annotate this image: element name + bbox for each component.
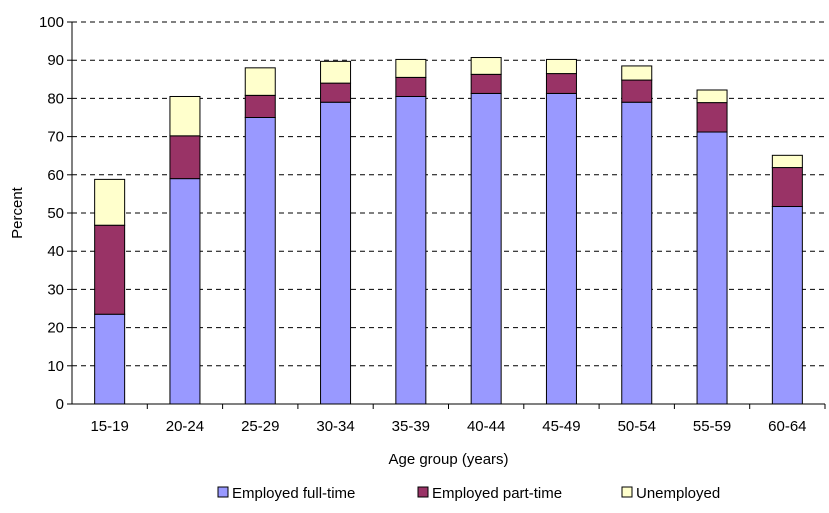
bar-segment xyxy=(621,79,653,103)
x-tick-label: 15-19 xyxy=(90,418,128,435)
x-tick-label: 50-54 xyxy=(618,418,656,435)
y-tick-label: 30 xyxy=(47,281,64,298)
bar-segment xyxy=(771,167,803,208)
bar-segment xyxy=(320,101,352,405)
x-tick-label: 35-39 xyxy=(392,418,430,435)
x-tick-label: 55-59 xyxy=(693,418,731,435)
bar-segment xyxy=(244,94,276,119)
x-tick-label: 45-49 xyxy=(542,418,580,435)
bar-segment xyxy=(621,101,653,405)
legend-label: Employed full-time xyxy=(232,485,355,502)
bar-segment xyxy=(169,95,201,137)
x-tick-label: 25-29 xyxy=(241,418,279,435)
bar-segment xyxy=(696,131,728,405)
y-tick-label: 90 xyxy=(47,52,64,69)
bar-segment xyxy=(320,82,352,103)
bars xyxy=(94,57,803,405)
legend-swatch xyxy=(417,486,429,498)
bar-segment xyxy=(395,95,427,405)
y-axis-title: Percent xyxy=(9,186,26,239)
bar-segment xyxy=(771,154,803,169)
y-tick-label: 10 xyxy=(47,358,64,375)
bar-segment xyxy=(320,60,352,84)
bar-segment xyxy=(169,135,201,180)
bar-segment xyxy=(470,92,502,405)
y-axis-ticks: 0 10 20 30 40 50 60 70 80 90 100 xyxy=(39,14,72,413)
legend-label: Employed part-time xyxy=(432,485,562,502)
y-tick-label: 40 xyxy=(47,243,64,260)
x-axis-ticks: 15-19 20-24 25-29 30-34 35-39 40-44 45-49 50-54… xyxy=(90,404,826,435)
bar-segment xyxy=(696,89,728,104)
x-tick-label: 40-44 xyxy=(467,418,505,435)
y-tick-label: 80 xyxy=(47,90,64,107)
bar-segment xyxy=(395,76,427,97)
legend: Employed full-time Employed part-time Unem… xyxy=(217,485,720,502)
y-tick-label: 60 xyxy=(47,167,64,184)
legend-swatch xyxy=(621,486,633,498)
bar-segment xyxy=(470,57,502,75)
bar-segment xyxy=(470,73,502,94)
x-tick-label: 20-24 xyxy=(166,418,204,435)
y-tick-label: 50 xyxy=(47,205,64,222)
bar-segment xyxy=(545,58,577,75)
bar-segment xyxy=(94,313,126,405)
x-tick-label: 30-34 xyxy=(316,418,354,435)
legend-swatch xyxy=(217,486,229,498)
bar-segment xyxy=(244,67,276,96)
bar-segment xyxy=(94,224,126,315)
bar-segment xyxy=(696,102,728,133)
bar-segment xyxy=(244,117,276,405)
bar-segment xyxy=(545,92,577,405)
legend-label: Unemployed xyxy=(636,485,720,502)
bar-segment xyxy=(94,178,126,226)
bar-segment xyxy=(545,73,577,94)
x-tick-label: 60-64 xyxy=(768,418,806,435)
bar-segment xyxy=(771,206,803,405)
y-tick-label: 0 xyxy=(56,396,64,413)
bar-segment xyxy=(621,65,653,81)
bar-segment xyxy=(169,178,201,405)
bar-segment xyxy=(395,58,427,78)
x-axis-title: Age group (years) xyxy=(388,451,508,468)
y-tick-label: 100 xyxy=(39,14,64,31)
y-tick-label: 20 xyxy=(47,320,64,337)
y-tick-label: 70 xyxy=(47,129,64,146)
